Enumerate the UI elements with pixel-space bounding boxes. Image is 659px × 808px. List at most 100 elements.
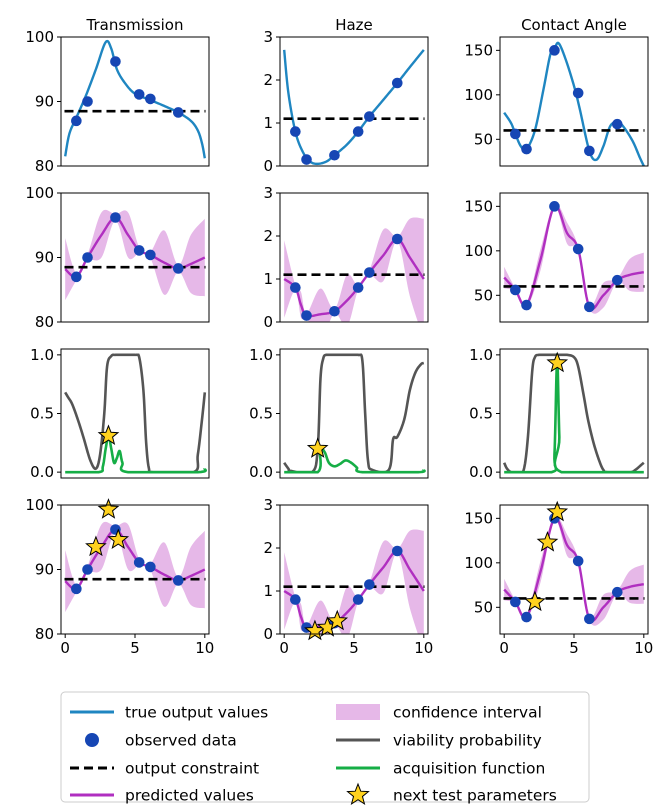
- panel-haze-predicted-observed-point: [290, 282, 301, 293]
- panel-transmission-predicted-ytick-label: 80: [35, 313, 54, 331]
- panel-contact-angle-true-ytick-label: 50: [474, 130, 493, 148]
- panel-haze-next-ytick-label: 0: [263, 625, 273, 643]
- panel-transmission-true-observed-point: [172, 107, 184, 118]
- panel-haze-true-ytick-label: 0: [263, 157, 273, 175]
- panel-haze-next-observed-point: [290, 594, 301, 605]
- panel-transmission-predicted-observed-point: [71, 271, 82, 283]
- panel-haze-next-ytick-label: 3: [263, 496, 273, 514]
- panel-contact-angle-acquisition-viability-curve: [503, 353, 645, 474]
- panel-transmission-next-next-test-star: [85, 535, 107, 557]
- panel-haze-next-observed-point: [352, 594, 364, 605]
- panel-transmission-next-observed-point: [71, 583, 82, 595]
- panel-transmission-next-ytick-label: 80: [35, 625, 54, 643]
- column-title-transmission: Transmission: [86, 16, 184, 34]
- panel-contact-angle-predicted-ytick-label: 50: [474, 286, 493, 304]
- panel-haze-predicted-ytick-label: 1: [263, 270, 273, 288]
- legend-text-constraint: output constraint: [125, 760, 259, 778]
- panel-haze-acquisition-ytick-label: 0.5: [249, 405, 273, 423]
- panel-contact-angle-next-ytick-label: 150: [464, 509, 493, 527]
- panel-haze-true-ytick-label: 1: [263, 114, 273, 132]
- panel-haze-predicted-ytick-label: 2: [263, 227, 273, 245]
- panel-transmission-next-ytick-label: 100: [25, 496, 54, 514]
- panel-contact-angle-true-observed-point: [572, 87, 584, 99]
- panel-contact-angle-next-observed-point: [510, 596, 521, 608]
- panel-contact-angle-next-next-test-star: [524, 590, 546, 612]
- panel-contact-angle-next-next-test-star: [546, 500, 569, 522]
- panel-contact-angle-next-observed-point: [611, 586, 623, 598]
- panel-contact-angle-next-observed-point: [584, 613, 595, 625]
- panel-contact-angle-next-xtick-label: 5: [569, 639, 579, 657]
- panel-contact-angle-true-observed-point: [549, 45, 560, 56]
- panel-transmission-true-ytick-label: 90: [35, 93, 54, 111]
- legend-swatch-observed: [85, 733, 99, 747]
- panel-transmission-next-xtick-label: 10: [195, 639, 214, 657]
- panel-haze-predicted-ytick-label: 0: [263, 313, 273, 331]
- panel-contact-angle-true-observed-point: [611, 118, 623, 130]
- panel-transmission-true-ytick-label: 80: [35, 157, 54, 175]
- panel-haze-true-background: [280, 37, 428, 166]
- panel-transmission-next-observed-point: [145, 561, 156, 573]
- panel-haze-next-next-test-star: [326, 609, 349, 631]
- panel-haze-next-ytick-label: 2: [263, 539, 273, 557]
- panel-contact-angle-next-observed-point: [521, 611, 532, 623]
- panel-transmission-predicted-observed-point: [133, 245, 145, 256]
- panel-contact-angle-next-ytick-label: 50: [474, 598, 493, 616]
- panel-contact-angle-predicted-predicted-line: [503, 204, 645, 311]
- panel-haze-predicted-observed-point: [301, 310, 312, 321]
- panel-contact-angle-next-xtick-label: 0: [499, 639, 509, 657]
- panel-haze-true-ytick-label: 2: [263, 71, 273, 89]
- panel-contact-angle-acquisition-acquisition-max-star: [546, 351, 569, 373]
- panel-transmission-predicted-observed-point: [145, 249, 156, 261]
- panel-transmission-true-observed-point: [110, 56, 121, 67]
- panel-haze-true-frame: [279, 36, 429, 167]
- panel-contact-angle-predicted-ytick-label: 100: [464, 242, 493, 260]
- panel-transmission-predicted-confidence-band: [65, 209, 205, 301]
- panel-transmission-acquisition-ytick-label: 0.5: [30, 405, 54, 423]
- panel-transmission-predicted-observed-point: [110, 212, 121, 223]
- legend-swatch-next-test: [346, 782, 370, 806]
- panel-haze-next-confidence-band: [284, 529, 424, 634]
- panel-transmission-true-observed-point: [145, 93, 156, 105]
- panel-transmission-next-next-test-star: [97, 498, 120, 519]
- panel-haze-acquisition-viability-curve: [283, 353, 425, 474]
- panel-transmission-true-observed-point: [71, 115, 82, 127]
- panel-haze-predicted-observed-point: [364, 267, 375, 278]
- panel-transmission-true-observed-point: [82, 96, 93, 107]
- panel-haze-acquisition-acquisition-max-star: [306, 437, 329, 458]
- panel-haze-true-ytick-label: 3: [263, 28, 273, 46]
- panel-contact-angle-true-observed-point: [510, 128, 521, 140]
- panel-contact-angle-acquisition-ytick-label: 1.0: [469, 346, 493, 364]
- panel-contact-angle-predicted-frame: [499, 192, 649, 323]
- panel-transmission-predicted-observed-point: [82, 252, 93, 263]
- panel-haze-next-observed-point: [364, 579, 375, 590]
- panel-transmission-acquisition-acquisition-max-star: [97, 424, 120, 445]
- panel-haze-predicted-confidence-band: [284, 217, 424, 322]
- panel-contact-angle-next-confidence-band: [504, 515, 644, 626]
- panel-transmission-acquisition-acquisition-curve: [65, 434, 208, 474]
- panel-haze-next-observed-point: [391, 545, 403, 557]
- panel-transmission-acquisition-viability-curve: [64, 353, 207, 474]
- panel-haze-true-observed-point: [301, 154, 312, 165]
- panel-contact-angle-next-ytick-label: 100: [464, 554, 493, 572]
- panel-contact-angle-predicted-observed-point: [584, 301, 595, 313]
- panel-transmission-predicted-ytick-label: 100: [25, 184, 54, 202]
- panel-transmission-acquisition-frame: [60, 348, 210, 479]
- panel-haze-predicted-observed-point: [352, 282, 364, 293]
- panel-haze-acquisition-ytick-label: 0.0: [249, 463, 273, 481]
- panel-haze-true-observed-point: [290, 126, 301, 137]
- panel-haze-predicted-observed-point: [391, 233, 403, 245]
- panel-contact-angle-true-ytick-label: 150: [464, 41, 493, 59]
- panel-contact-angle-next-predicted-line: [503, 516, 645, 623]
- panel-contact-angle-next-xtick-label: 10: [634, 639, 653, 657]
- panel-transmission-predicted-ytick-label: 90: [35, 249, 54, 267]
- column-title-haze: Haze: [335, 16, 373, 34]
- legend-text-confidence: confidence interval: [393, 704, 542, 722]
- panel-haze-next-xtick-label: 10: [414, 639, 433, 657]
- panel-transmission-predicted-observed-point: [172, 263, 184, 274]
- panel-contact-angle-predicted-observed-point: [611, 274, 623, 286]
- panel-contact-angle-predicted-observed-point: [549, 201, 560, 212]
- panel-haze-next-xtick-label: 0: [279, 639, 289, 657]
- panel-contact-angle-predicted-observed-point: [510, 284, 521, 296]
- legend-text-viability: viability probability: [393, 732, 542, 750]
